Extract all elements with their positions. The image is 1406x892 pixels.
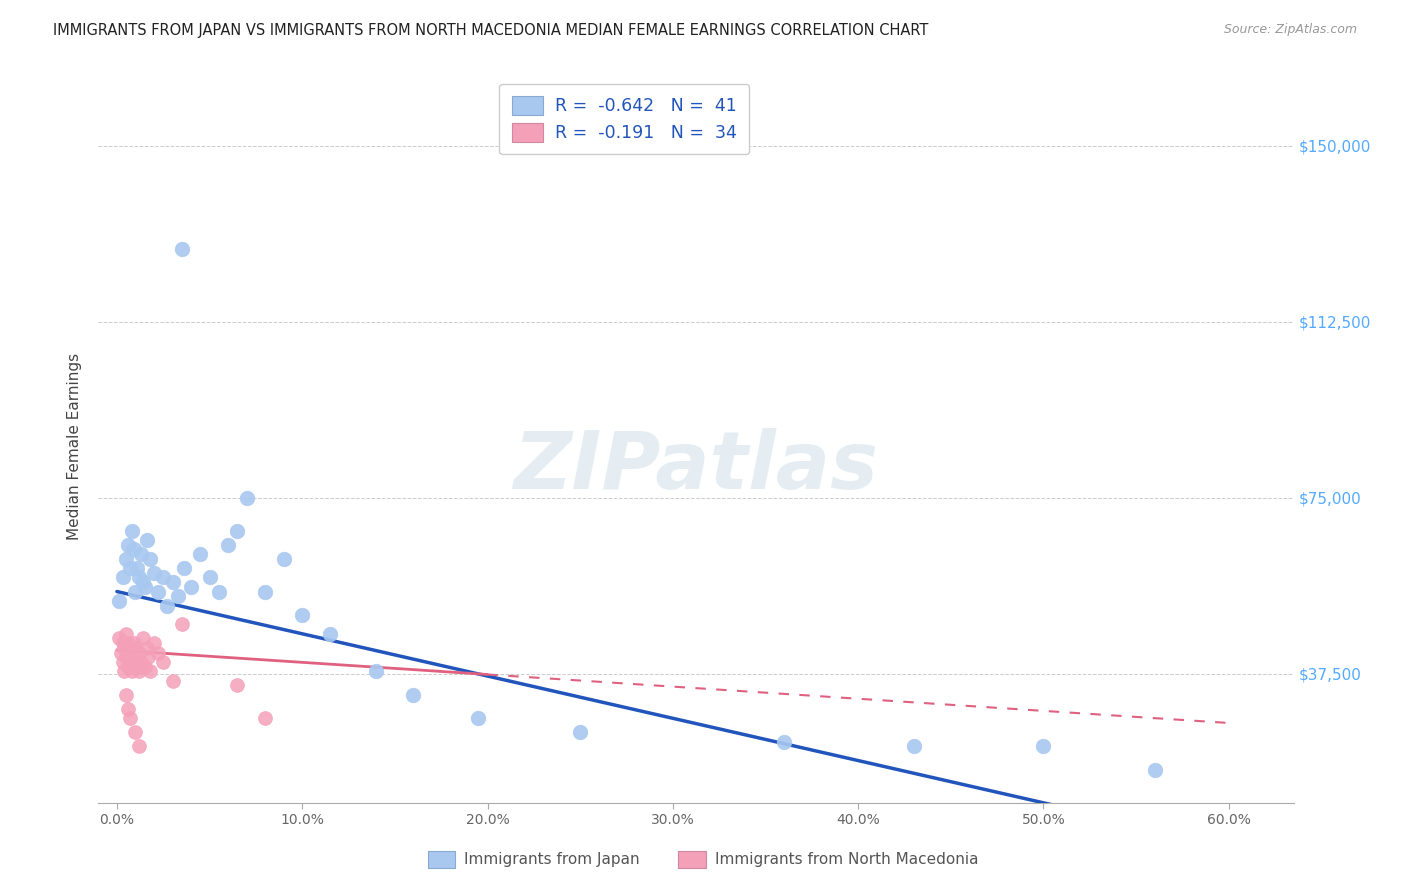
Point — [128, 739, 150, 754]
Point — [121, 665, 143, 679]
Point — [273, 551, 295, 566]
Point — [152, 655, 174, 669]
Point — [173, 561, 195, 575]
Point — [143, 566, 166, 580]
Point — [127, 659, 149, 673]
Point — [124, 655, 146, 669]
Point — [112, 665, 135, 679]
Point — [117, 636, 139, 650]
Text: IMMIGRANTS FROM JAPAN VS IMMIGRANTS FROM NORTH MACEDONIA MEDIAN FEMALE EARNINGS : IMMIGRANTS FROM JAPAN VS IMMIGRANTS FROM… — [53, 23, 929, 38]
Point — [128, 570, 150, 584]
Point — [115, 551, 138, 566]
Point — [156, 599, 179, 613]
Point — [118, 561, 141, 575]
Point — [162, 673, 184, 688]
Point — [118, 711, 141, 725]
Point — [135, 640, 157, 655]
Point — [146, 646, 169, 660]
Point — [138, 650, 160, 665]
Point — [162, 575, 184, 590]
Legend: Immigrants from Japan, Immigrants from North Macedonia: Immigrants from Japan, Immigrants from N… — [422, 845, 984, 873]
Point — [129, 547, 152, 561]
Point — [115, 627, 138, 641]
Point — [1032, 739, 1054, 754]
Point — [139, 665, 162, 679]
Point — [226, 678, 249, 692]
Point — [107, 632, 129, 646]
Point — [319, 627, 342, 641]
Point — [121, 646, 143, 660]
Point — [122, 542, 145, 557]
Point — [132, 632, 155, 646]
Point — [170, 617, 193, 632]
Point — [226, 524, 249, 538]
Point — [170, 242, 193, 256]
Point — [111, 636, 134, 650]
Point — [134, 580, 156, 594]
Point — [143, 636, 166, 650]
Point — [117, 702, 139, 716]
Point — [134, 659, 156, 673]
Point — [217, 538, 239, 552]
Point — [254, 584, 277, 599]
Point — [1143, 763, 1166, 777]
Point — [121, 524, 143, 538]
Point — [198, 570, 221, 584]
Point — [115, 688, 138, 702]
Point — [467, 711, 489, 725]
Point — [254, 711, 277, 725]
Text: Source: ZipAtlas.com: Source: ZipAtlas.com — [1223, 23, 1357, 37]
Point — [235, 491, 257, 505]
Point — [167, 589, 190, 603]
Point — [107, 594, 129, 608]
Point — [122, 636, 145, 650]
Point — [402, 688, 425, 702]
Point — [127, 561, 149, 575]
Point — [208, 584, 231, 599]
Point — [903, 739, 925, 754]
Point — [291, 607, 314, 622]
Point — [115, 650, 138, 665]
Point — [111, 655, 134, 669]
Point — [128, 665, 150, 679]
Point — [128, 646, 150, 660]
Point — [139, 551, 162, 566]
Point — [111, 570, 134, 584]
Point — [180, 580, 202, 594]
Point — [112, 640, 135, 655]
Point — [124, 725, 146, 739]
Text: ZIPatlas: ZIPatlas — [513, 428, 879, 507]
Legend: R =  -0.642   N =  41, R =  -0.191   N =  34: R = -0.642 N = 41, R = -0.191 N = 34 — [499, 84, 749, 154]
Point — [146, 584, 169, 599]
Point — [122, 650, 145, 665]
Point — [366, 665, 388, 679]
Point — [118, 640, 141, 655]
Point — [129, 655, 152, 669]
Point — [188, 547, 211, 561]
Y-axis label: Median Female Earnings: Median Female Earnings — [67, 352, 83, 540]
Point — [569, 725, 592, 739]
Point — [124, 640, 146, 655]
Point — [132, 575, 155, 590]
Point — [117, 659, 139, 673]
Point — [110, 646, 132, 660]
Point — [124, 584, 146, 599]
Point — [117, 538, 139, 552]
Point — [118, 655, 141, 669]
Point — [135, 533, 157, 547]
Point — [152, 570, 174, 584]
Point — [773, 735, 796, 749]
